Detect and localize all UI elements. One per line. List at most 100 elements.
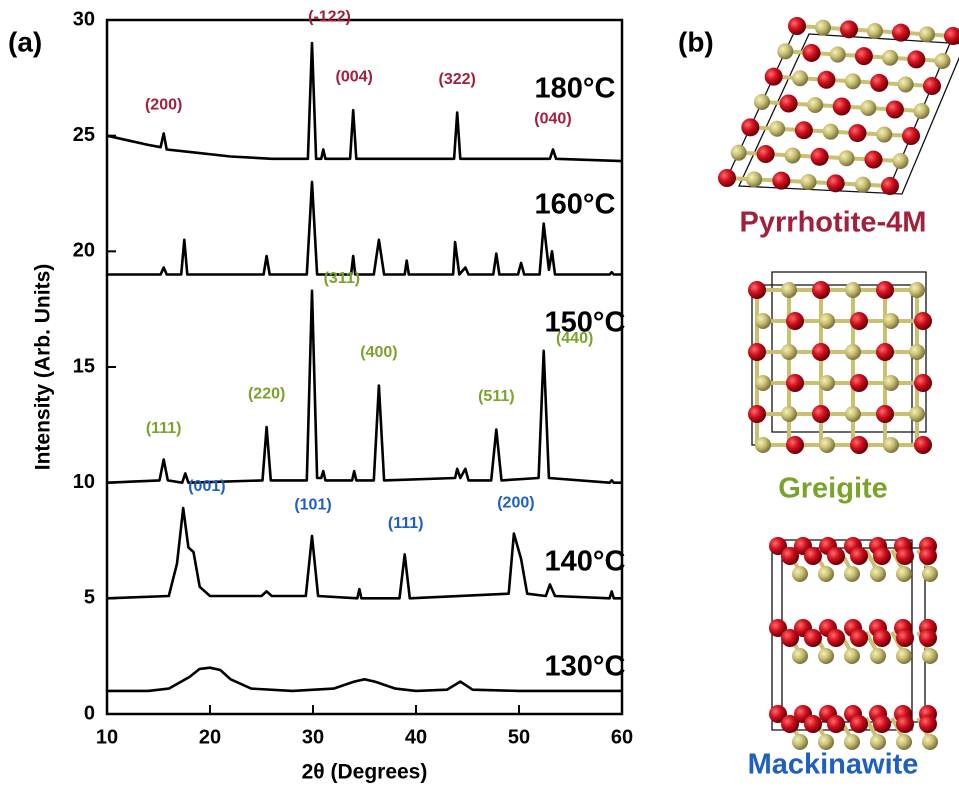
atom (755, 437, 771, 453)
atom (780, 95, 798, 113)
series-label: 140°C (545, 546, 626, 578)
atom (823, 124, 839, 140)
atom (818, 566, 834, 582)
atom (883, 375, 899, 391)
peak-label: (001) (188, 478, 225, 495)
atom (804, 715, 822, 733)
atom (827, 629, 845, 647)
atom (855, 47, 873, 65)
atom (850, 436, 868, 454)
atom (883, 313, 899, 329)
y-tick-label: 0 (84, 702, 95, 724)
atom (815, 20, 831, 36)
atom (873, 547, 891, 565)
atom (765, 68, 783, 86)
atom (741, 118, 759, 136)
atom (818, 648, 834, 664)
atom (792, 566, 808, 582)
atom (876, 281, 894, 299)
x-tick-label: 50 (508, 726, 530, 748)
x-tick-label: 30 (302, 726, 324, 748)
atom (788, 17, 806, 35)
atom (922, 648, 938, 664)
peak-label: (111) (388, 515, 424, 532)
atom (865, 151, 883, 169)
atom (919, 547, 937, 565)
atom (830, 47, 846, 63)
atom (786, 374, 804, 392)
atom (855, 177, 871, 193)
atom (769, 121, 785, 137)
y-tick-label: 10 (73, 471, 95, 493)
atom (844, 566, 860, 582)
atom (731, 145, 747, 161)
atom (896, 566, 912, 582)
peak-label: (200) (145, 96, 182, 113)
atom (827, 715, 845, 733)
structures (718, 17, 959, 750)
atom (919, 26, 935, 42)
series-label: 160°C (535, 189, 616, 221)
atom (803, 44, 821, 62)
atom (870, 566, 886, 582)
atom (839, 150, 855, 166)
atom (870, 648, 886, 664)
atom (772, 172, 790, 190)
x-tick-label: 40 (405, 726, 427, 748)
atom (811, 148, 829, 166)
atom (818, 734, 834, 750)
atom (882, 50, 898, 66)
atom (817, 71, 835, 89)
atom (804, 547, 822, 565)
atom (896, 547, 914, 565)
atom (860, 100, 876, 116)
peak-label: (004) (336, 69, 373, 86)
atom (922, 566, 938, 582)
atom (867, 23, 883, 39)
atom (748, 343, 766, 361)
atom (848, 124, 866, 142)
atom (804, 629, 822, 647)
atom (935, 53, 951, 69)
atom (786, 436, 804, 454)
atom (850, 374, 868, 392)
atom (914, 312, 932, 330)
atom (923, 77, 941, 95)
atom (812, 405, 830, 423)
atom (746, 171, 762, 187)
atom (876, 127, 892, 143)
atom (919, 715, 937, 733)
atom (845, 406, 861, 422)
structure-name: Mackinawite (748, 749, 919, 781)
atom (827, 174, 845, 192)
atom (812, 343, 830, 361)
atom (844, 648, 860, 664)
series-label: 180°C (535, 73, 616, 105)
peak-label: (311) (324, 270, 360, 287)
atom (850, 547, 868, 565)
atom (748, 405, 766, 423)
atom (896, 648, 912, 664)
atom (801, 174, 817, 190)
atom (902, 127, 920, 145)
peak-label: (440) (556, 330, 593, 347)
atom (844, 734, 860, 750)
structure-name: Greigite (778, 473, 888, 505)
y-tick-label: 15 (73, 355, 95, 377)
peak-label: (-122) (308, 8, 351, 25)
atom (845, 344, 861, 360)
atom (919, 629, 937, 647)
atom (827, 547, 845, 565)
peak-label: (101) (294, 497, 331, 514)
atom (757, 145, 775, 163)
peak-label: (200) (497, 494, 534, 511)
atom (873, 629, 891, 647)
atom (840, 20, 858, 38)
atom (876, 405, 894, 423)
atom (909, 282, 925, 298)
atom (907, 50, 925, 68)
atom (850, 629, 868, 647)
peak-label: (511) (478, 388, 514, 405)
figure: (a) (b) 1020304050600510152025302θ (Degr… (0, 0, 959, 790)
y-tick-label: 5 (84, 587, 95, 609)
